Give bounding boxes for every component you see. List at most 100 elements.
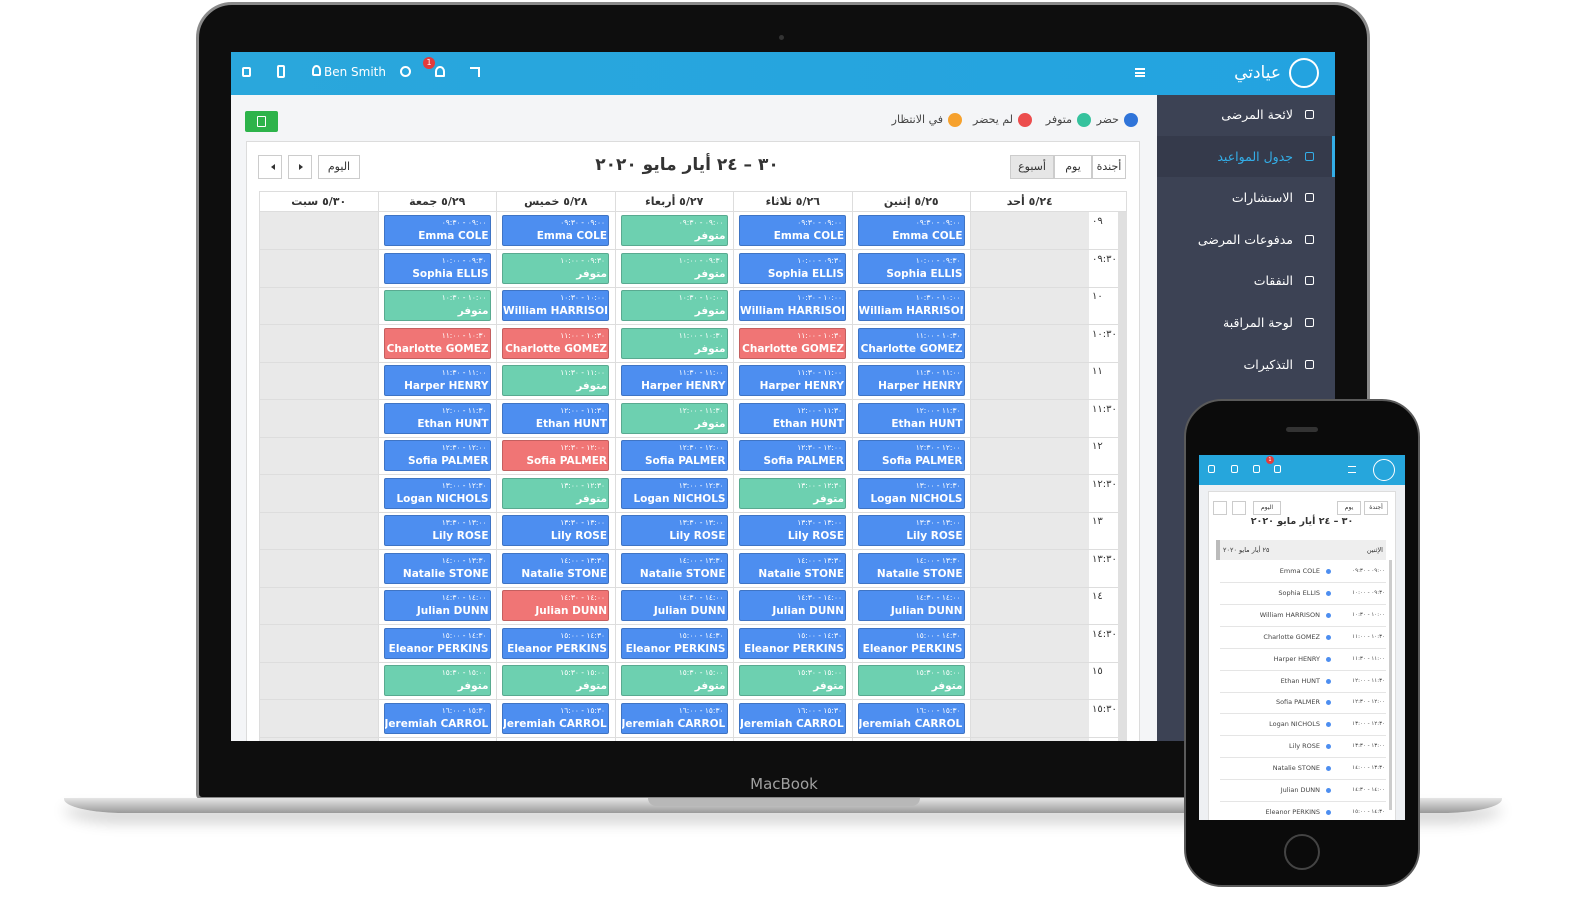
menu-toggle[interactable] — [1135, 68, 1145, 77]
bell-icon[interactable] — [435, 66, 445, 77]
appointment[interactable]: ١٠:٠٠ - ١٠:٣٠ William HARRISON — [502, 290, 609, 321]
sidebar-item[interactable]: التذكيرات — [1157, 344, 1335, 385]
appointment[interactable]: ١٤:٣٠ - ١٥:٠٠ Eleanor PERKINS — [620, 627, 728, 659]
appointment[interactable]: ١٠:٣٠ - ١١:٠٠ متوفر — [620, 327, 728, 359]
appointment[interactable]: ١٠:٣٠ - ١١:٠٠ Charlotte GOMEZ — [383, 327, 491, 359]
appointment[interactable]: ٠٩:٣٠ - ١٠:٠٠ Sophia ELLIS — [857, 252, 965, 284]
appointment[interactable]: ١٣:٠٠ - ١٣:٣٠ Lily ROSE — [620, 515, 728, 546]
appointment[interactable]: ٠٩:٣٠ - ١٠:٠٠ Sophia ELLIS — [739, 252, 846, 284]
fullscreen-icon[interactable] — [470, 67, 480, 77]
appointment[interactable]: ١٤:٣٠ - ١٥:٠٠ Eleanor PERKINS — [739, 627, 846, 659]
appointment[interactable]: ١٠:٠٠ - ١٠:٣٠ William HARRISON — [857, 290, 965, 321]
phone-next-button[interactable] — [1232, 501, 1246, 515]
appointment[interactable]: ١٠:٣٠ - ١١:٠٠ Charlotte GOMEZ — [502, 327, 609, 359]
appointment[interactable]: ١٤:٠٠ - ١٤:٣٠ Julian DUNN — [857, 590, 965, 621]
sidebar-item[interactable]: لوحة المراقبة — [1157, 302, 1335, 343]
appointment[interactable]: ١١:٠٠ - ١١:٣٠ Harper HENRY — [620, 365, 728, 396]
phone-name[interactable]: Sophia ELLIS — [1278, 588, 1320, 597]
sidebar-item[interactable]: لائحة المرضى — [1157, 94, 1335, 135]
appointment[interactable]: ١١:٣٠ - ١٢:٠٠ Ethan HUNT — [857, 402, 965, 434]
appointment[interactable]: ١٥:٣٠ - ١٦:٠٠ Jeremiah CARROLL — [857, 702, 965, 734]
appointment[interactable]: ١٥:٣٠ - ١٦:٠٠ Jeremiah CARROLL — [739, 702, 846, 734]
appointment[interactable]: ٠٩:٣٠ - ١٠:٠٠ متوفر — [502, 252, 609, 284]
appointment[interactable]: ١٢:٣٠ - ١٣:٠٠ Logan NICHOLS — [383, 477, 491, 509]
appointment[interactable]: ١٥:٠٠ - ١٥:٣٠ متوفر — [857, 665, 965, 696]
appointment[interactable]: ٠٩:٠٠ - ٠٩:٣٠ Emma COLE — [739, 215, 846, 246]
appointment[interactable]: ١١:٠٠ - ١١:٣٠ Harper HENRY — [739, 365, 846, 396]
appointment[interactable]: ١٢:٠٠ - ١٢:٣٠ Sofia PALMER — [620, 440, 728, 471]
phone-name[interactable]: Julian DUNN — [1280, 786, 1320, 794]
phone-name[interactable]: Eleanor PERKINS — [1265, 807, 1320, 816]
sidebar-item[interactable]: النفقات — [1157, 260, 1335, 301]
appointment[interactable]: ١٣:٣٠ - ١٤:٠٠ Natalie STONE — [739, 552, 846, 584]
phone-name[interactable]: William HARRISON — [1259, 610, 1320, 619]
appointment[interactable]: ١٢:٠٠ - ١٢:٣٠ Sofia PALMER — [502, 440, 609, 471]
appointment[interactable]: ١٥:٣٠ - ١٦:٠٠ Jeremiah CARROLL — [383, 702, 491, 734]
appointment[interactable]: ١٠:٠٠ - ١٠:٣٠ William HARRISON — [739, 290, 846, 321]
appointment[interactable]: ١٢:٠٠ - ١٢:٣٠ Sofia PALMER — [383, 440, 491, 471]
appointment[interactable]: ١٤:٠٠ - ١٤:٣٠ Julian DUNN — [383, 590, 491, 621]
phone-view-button[interactable]: أجندة — [1364, 501, 1388, 515]
appointment[interactable]: ١٢:٣٠ - ١٣:٠٠ متوفر — [502, 477, 609, 509]
sidebar-item[interactable]: الاستشارات — [1157, 177, 1335, 218]
appointment[interactable]: ١٢:٠٠ - ١٢:٣٠ Sofia PALMER — [739, 440, 846, 471]
appointment[interactable]: ١١:٣٠ - ١٢:٠٠ Ethan HUNT — [502, 402, 609, 434]
phone-name[interactable]: Ethan HUNT — [1280, 676, 1320, 685]
appointment[interactable]: ١٢:٣٠ - ١٣:٠٠ متوفر — [739, 477, 846, 509]
appointment[interactable]: ١٤:٠٠ - ١٤:٣٠ Julian DUNN — [739, 590, 846, 621]
phone-name[interactable]: Sofia PALMER — [1275, 698, 1320, 707]
today-button[interactable]: اليوم — [318, 155, 360, 179]
phone-name[interactable]: Harper HENRY — [1273, 654, 1320, 663]
appointment[interactable]: ٠٩:٠٠ - ٠٩:٣٠ Emma COLE — [857, 215, 965, 246]
sidebar-item[interactable]: جدول المواعيد — [1157, 135, 1335, 177]
phone-name[interactable]: Emma COLE — [1279, 567, 1320, 575]
appointment[interactable]: ١٥:٠٠ - ١٥:٣٠ متوفر — [502, 665, 609, 696]
appointment[interactable]: ١١:٣٠ - ١٢:٠٠ Ethan HUNT — [739, 402, 846, 434]
appointment[interactable]: ١٥:٣٠ - ١٦:٠٠ Jeremiah CARROLL — [502, 702, 609, 734]
appointment[interactable]: ٠٩:٣٠ - ١٠:٠٠ Sophia ELLIS — [383, 252, 491, 284]
prev-button[interactable] — [258, 155, 282, 179]
appointment[interactable]: ١٣:٠٠ - ١٣:٣٠ Lily ROSE — [502, 515, 609, 546]
export-button[interactable] — [245, 111, 278, 132]
appointment[interactable]: ١٤:٠٠ - ١٤:٣٠ Julian DUNN — [502, 590, 609, 621]
appointment[interactable]: ١٠:٠٠ - ١٠:٣٠ متوفر — [620, 290, 728, 321]
appointment[interactable]: ١٣:٠٠ - ١٣:٣٠ Lily ROSE — [739, 515, 846, 546]
phone-icon[interactable] — [1231, 465, 1238, 473]
phone-today-button[interactable]: اليوم — [1253, 501, 1281, 515]
phone-view-button[interactable]: يوم — [1337, 501, 1361, 515]
user-name[interactable]: Ben Smith — [324, 65, 386, 79]
appointment[interactable]: ١٣:٠٠ - ١٣:٣٠ Lily ROSE — [857, 515, 965, 546]
appointment[interactable]: ٠٩:٠٠ - ٠٩:٣٠ Emma COLE — [383, 215, 491, 246]
appointment[interactable]: ١٣:٠٠ - ١٣:٣٠ Lily ROSE — [383, 515, 491, 546]
appointment[interactable]: ٠٩:٠٠ - ٠٩:٣٠ متوفر — [620, 215, 728, 246]
phone-icon[interactable] — [1208, 465, 1215, 473]
appointment[interactable]: ١٣:٣٠ - ١٤:٠٠ Natalie STONE — [502, 552, 609, 584]
phone-icon[interactable] — [1274, 465, 1281, 473]
appointment[interactable]: ١٢:٠٠ - ١٢:٣٠ Sofia PALMER — [857, 440, 965, 471]
appointment[interactable]: ١٤:٣٠ - ١٥:٠٠ Eleanor PERKINS — [502, 627, 609, 659]
appointment[interactable]: ٠٩:٣٠ - ١٠:٠٠ متوفر — [620, 252, 728, 284]
appointment[interactable]: ١٣:٣٠ - ١٤:٠٠ Natalie STONE — [620, 552, 728, 584]
view-button[interactable]: أجندة — [1092, 155, 1126, 179]
globe-icon[interactable] — [400, 66, 411, 77]
tablet-icon[interactable] — [277, 65, 285, 78]
view-button[interactable]: أسبوع — [1010, 155, 1054, 179]
appointment[interactable]: ١٥:٠٠ - ١٥:٣٠ متوفر — [739, 665, 846, 696]
appointment[interactable]: ١١:٠٠ - ١١:٣٠ متوفر — [502, 365, 609, 396]
appointment[interactable]: ١٠:٣٠ - ١١:٠٠ Charlotte GOMEZ — [739, 327, 846, 359]
phone-prev-button[interactable] — [1213, 501, 1227, 515]
phone-name[interactable]: Lily ROSE — [1288, 742, 1320, 751]
appointment[interactable]: ١٠:٠٠ - ١٠:٣٠ متوفر — [383, 290, 491, 321]
lock-icon[interactable] — [242, 67, 251, 77]
appointment[interactable]: ١١:٣٠ - ١٢:٠٠ Ethan HUNT — [383, 402, 491, 434]
appointment[interactable]: ١٤:٣٠ - ١٥:٠٠ Eleanor PERKINS — [383, 627, 491, 659]
appointment[interactable]: ١١:٣٠ - ١٢:٠٠ متوفر — [620, 402, 728, 434]
appointment[interactable]: ١٠:٣٠ - ١١:٠٠ Charlotte GOMEZ — [857, 327, 965, 359]
phone-name[interactable]: Charlotte GOMEZ — [1263, 632, 1320, 641]
appointment[interactable]: ١٥:٠٠ - ١٥:٣٠ متوفر — [620, 665, 728, 696]
appointment[interactable]: ١٥:٠٠ - ١٥:٣٠ متوفر — [383, 665, 491, 696]
appointment[interactable]: ٠٩:٠٠ - ٠٩:٣٠ Emma COLE — [502, 215, 609, 246]
appointment[interactable]: ١٤:٣٠ - ١٥:٠٠ Eleanor PERKINS — [857, 627, 965, 659]
appointment[interactable]: ١١:٠٠ - ١١:٣٠ Harper HENRY — [857, 365, 965, 396]
phone-name[interactable]: Natalie STONE — [1272, 764, 1320, 773]
